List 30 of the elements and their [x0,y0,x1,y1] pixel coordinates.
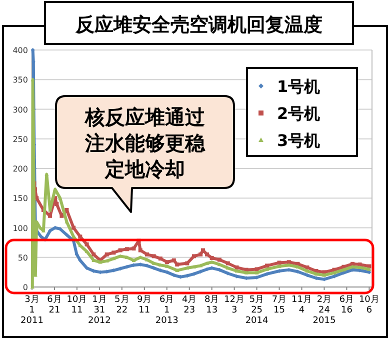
x-tick-label: 5月 25 2014 [245,295,269,326]
x-tick-label: 9月 11 [137,295,152,316]
legend-label: 2号机 [277,104,320,123]
x-tick-label: 4月 23 [182,295,197,316]
y-tick-label: 250 [12,134,28,144]
x-tick-label: 6月 1 2013 [155,295,178,326]
x-tick-label: 6月 16 [339,295,354,316]
y-tick-label: 0 [22,283,28,292]
x-tick-label: 7月 15 [272,295,287,316]
annotation: 核反应堆通过注水能够更稳定地冷却 [84,105,206,181]
x-tick-label: 8月 13 [204,295,220,316]
x-tick-label: 11月 4 [292,295,312,316]
x-tick-label: 6月 21 [47,295,62,316]
x-tick-label: 2月 24 2015 [312,295,336,326]
y-tick-label: 350 [12,76,28,85]
y-tick-label: 50 [18,253,28,262]
y-tick-label: 200 [12,164,28,174]
x-tick-label: 1月 31 2012 [88,295,111,326]
x-tick-label: 10月 11 [66,295,88,316]
chart-title: 反应堆安全壳空调机回复温度 [74,14,322,36]
x-tick-label: 10月 6 [358,295,380,316]
legend-label: 1号机 [277,77,320,96]
x-tick-label: 5月 22 [114,295,130,316]
legend-label: 3号机 [277,131,320,150]
y-tick-label: 400 [12,46,28,55]
y-tick-label: 150 [12,194,28,204]
y-tick-label: 300 [12,105,28,114]
x-tick-label: 12月 3 [224,295,245,316]
y-tick-label: 100 [12,224,28,233]
x-tick-label: 3月 1 2011 [20,295,44,326]
